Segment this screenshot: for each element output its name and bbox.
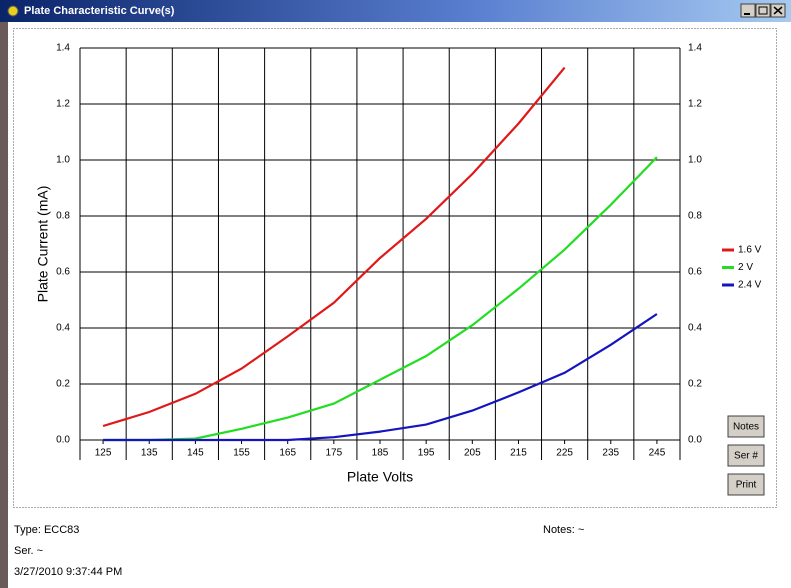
window-controls [740, 3, 786, 18]
button-label: Notes [733, 422, 759, 433]
button[interactable]: Notes [727, 415, 765, 438]
y-tick-label: 1.0 [56, 155, 70, 166]
x-tick-label: 175 [326, 448, 343, 459]
x-tick-label: 245 [649, 448, 666, 459]
y-tick-label: 1.2 [56, 99, 70, 110]
footer-serial: Ser. ~ [14, 545, 43, 557]
y2-tick-label: 0.2 [688, 379, 702, 390]
footer-timestamp: 3/27/2010 9:37:44 PM [14, 566, 122, 578]
desktop-strip [0, 0, 8, 588]
x-tick-label: 165 [279, 448, 296, 459]
legend-label: 2.4 V [738, 280, 762, 291]
y2-tick-label: 1.2 [688, 99, 702, 110]
series-line [103, 156, 658, 442]
x-tick-label: 205 [464, 448, 481, 459]
button-label: Ser # [734, 451, 758, 462]
legend-label: 1.6 V [738, 245, 762, 256]
y2-tick-label: 0.8 [688, 211, 702, 222]
button-label: Print [736, 480, 757, 491]
y2-tick-label: 0.4 [688, 323, 702, 334]
y-tick-label: 0.8 [56, 211, 70, 222]
x-tick-label: 235 [602, 448, 619, 459]
button-face [727, 444, 765, 467]
button-face [727, 473, 765, 496]
series-line [103, 313, 658, 442]
y2-tick-label: 0.6 [688, 267, 702, 278]
x-tick-label: 225 [556, 448, 573, 459]
legend-label: 2 V [738, 262, 753, 273]
x-tick-label: 215 [510, 448, 527, 459]
x-tick-label: 185 [372, 448, 389, 459]
minimize-button[interactable] [740, 3, 756, 18]
x-axis-title: Plate Volts [347, 469, 413, 485]
x-tick-label: 195 [418, 448, 435, 459]
plot: 0.0 0.0 0.2 0.2 0.4 0.4 0.6 0.6 0.8 0.8 1.0 1.0 1.2 1… [35, 43, 762, 485]
button[interactable]: Print [727, 473, 765, 496]
y-tick-label: 0.4 [56, 323, 70, 334]
x-tick-label: 135 [141, 448, 158, 459]
y-tick-label: 0.0 [56, 435, 70, 446]
button[interactable]: Ser # [727, 444, 765, 467]
x-tick-label: 145 [187, 448, 204, 459]
window-title: Plate Characteristic Curve(s) [24, 5, 175, 17]
maximize-glyph [758, 6, 768, 15]
y-tick-label: 0.6 [56, 267, 70, 278]
y2-tick-label: 0.0 [688, 435, 702, 446]
y-axis-title: Plate Current (mA) [35, 186, 51, 303]
x-tick-label: 125 [95, 448, 112, 459]
y-tick-label: 1.4 [56, 43, 70, 54]
chart-panel [13, 28, 777, 508]
y2-tick-label: 1.4 [688, 43, 702, 54]
y2-tick-label: 1.0 [688, 155, 702, 166]
x-tick-label: 155 [233, 448, 250, 459]
app-icon [7, 5, 19, 17]
series-line [102, 66, 566, 428]
y-tick-label: 0.2 [56, 379, 70, 390]
close-glyph [773, 6, 783, 15]
footer-notes: Notes: ~ [543, 524, 584, 536]
title-bar [0, 0, 791, 22]
footer-type: Type: ECC83 [14, 524, 79, 536]
maximize-button[interactable] [755, 3, 771, 18]
button-face [727, 415, 765, 438]
